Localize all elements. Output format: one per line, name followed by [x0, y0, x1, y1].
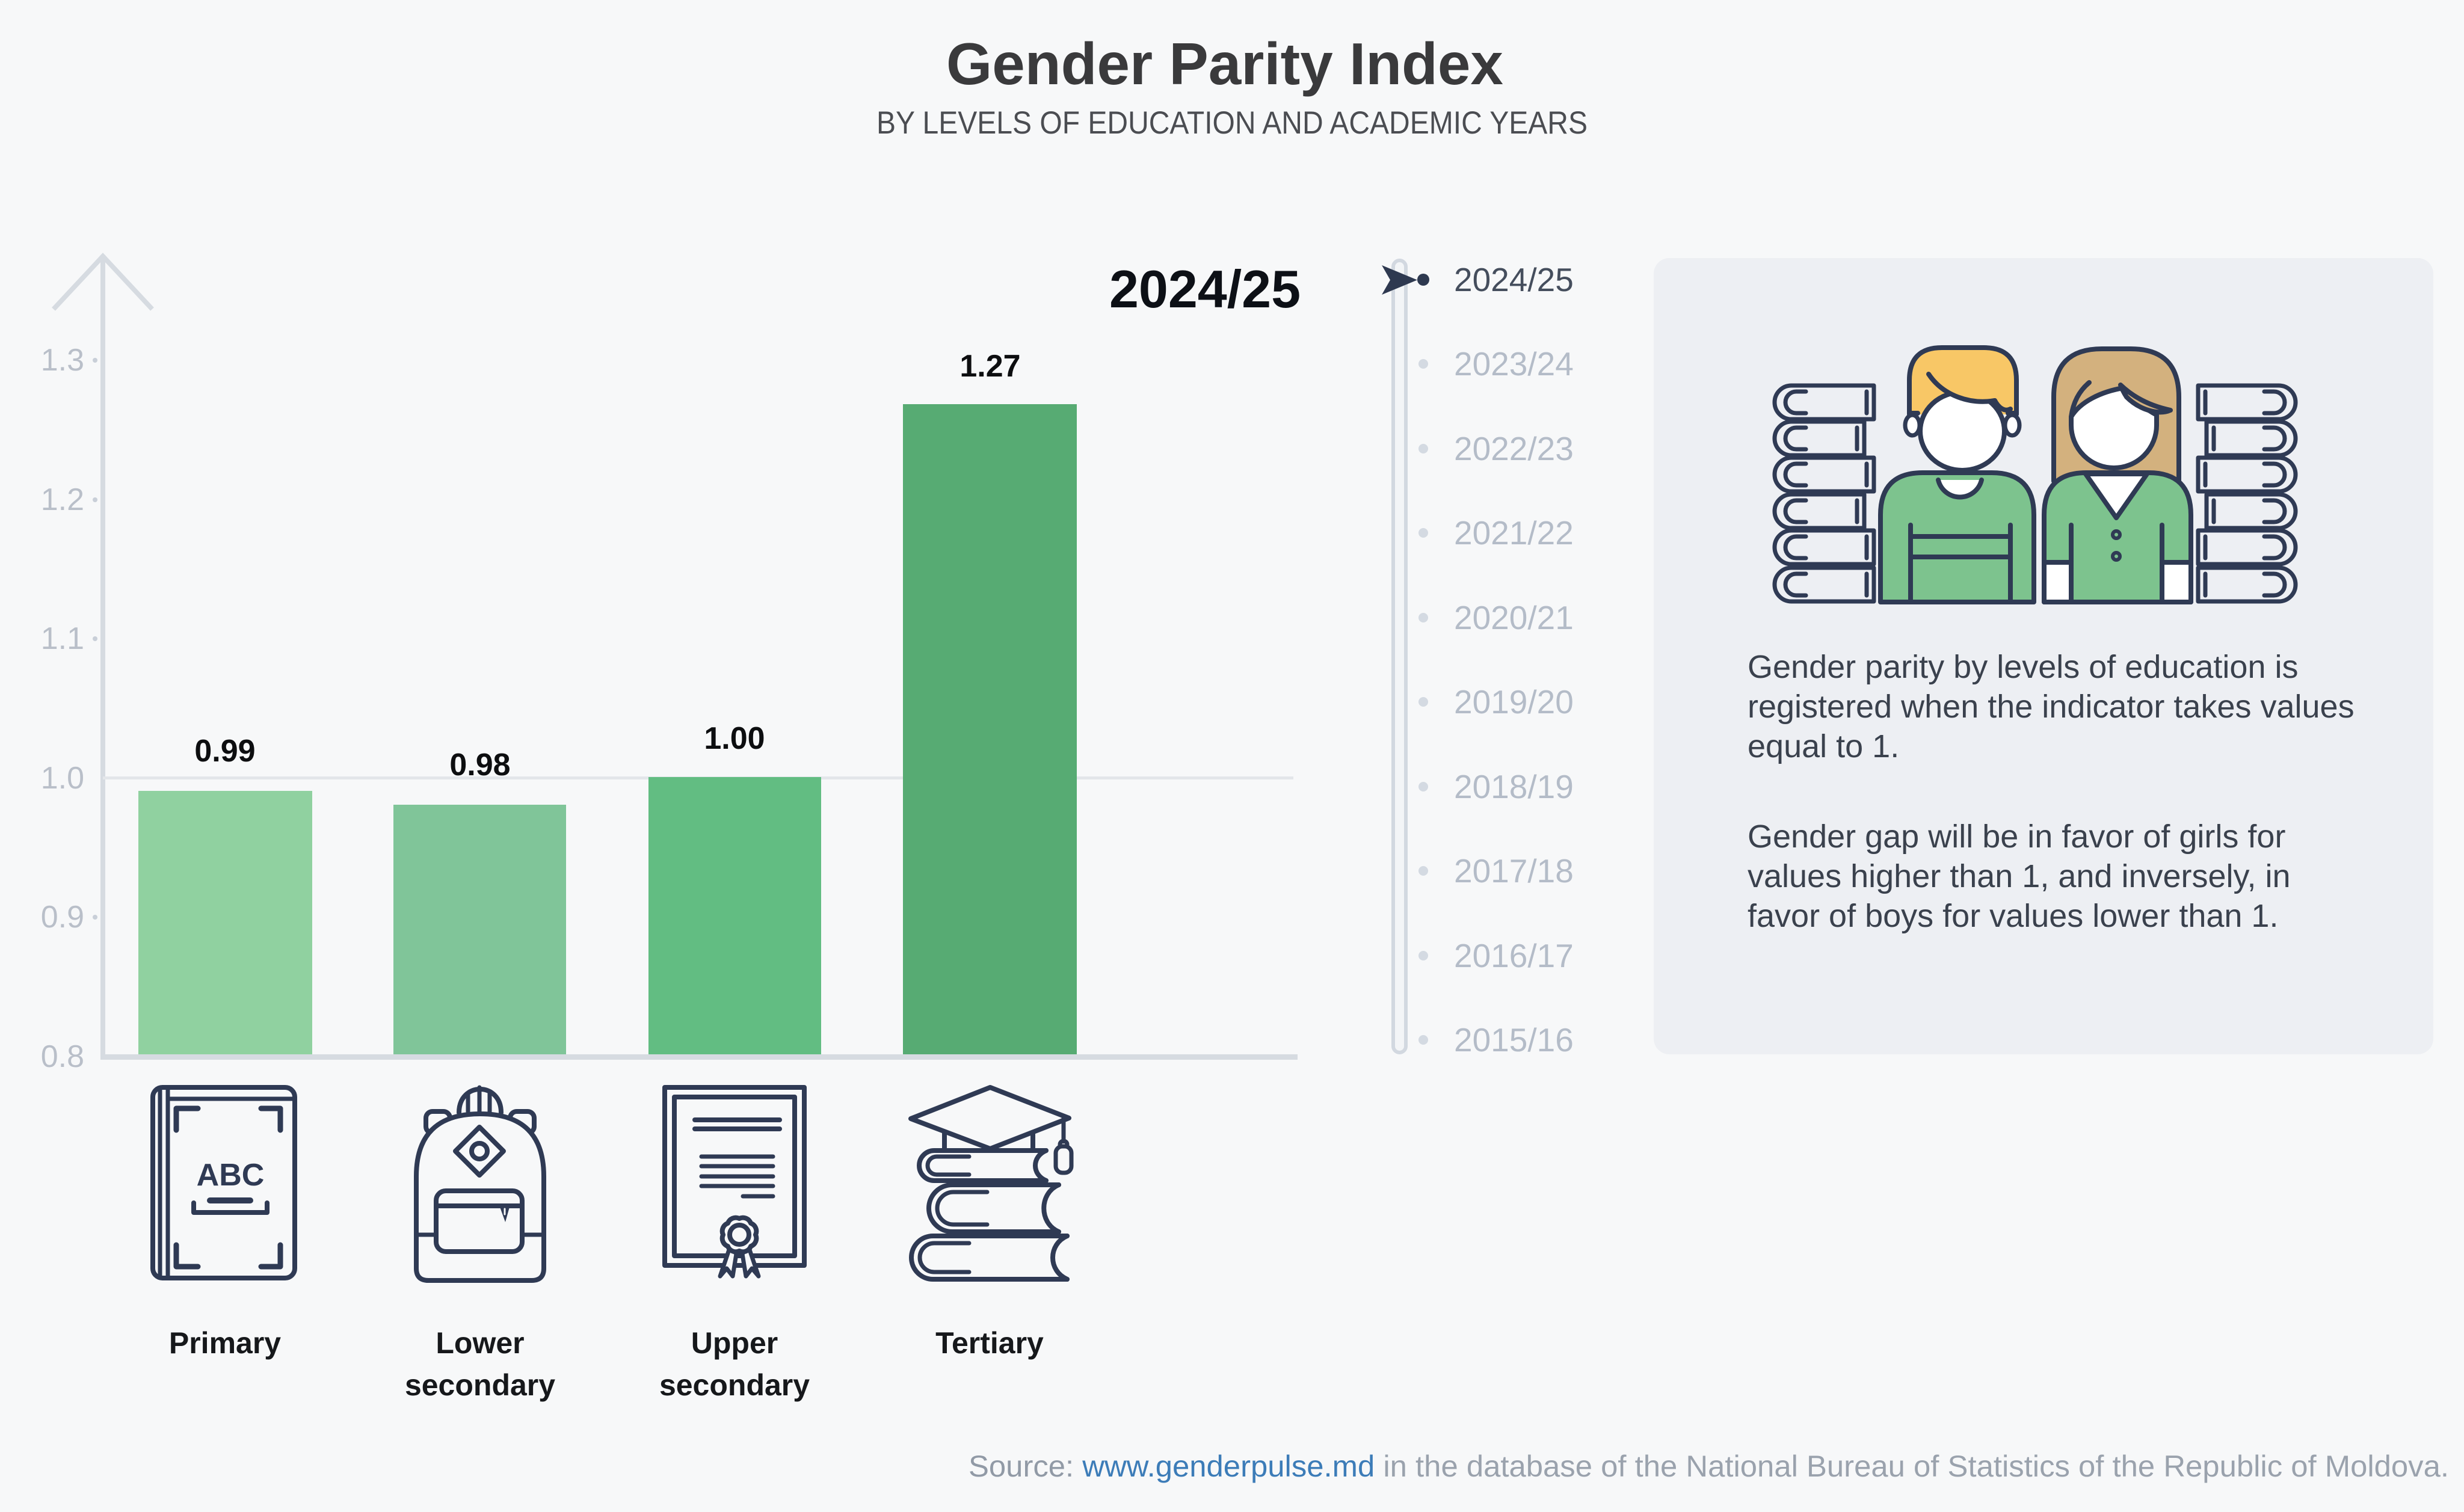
svg-text:BY LEVELS OF EDUCATION AND ACA: BY LEVELS OF EDUCATION AND ACADEMIC YEAR… — [876, 105, 1588, 141]
svg-text:0.8: 0.8 — [41, 1039, 84, 1074]
svg-text:2016/17: 2016/17 — [1454, 937, 1574, 974]
svg-text:ABC: ABC — [197, 1158, 265, 1193]
svg-text:2023/24: 2023/24 — [1454, 345, 1574, 383]
svg-text:1.2: 1.2 — [41, 482, 84, 517]
svg-text:secondary: secondary — [659, 1368, 810, 1402]
svg-text:equal to 1.: equal to 1. — [1748, 728, 1899, 764]
svg-text:0.9: 0.9 — [41, 900, 84, 935]
svg-text:0.98: 0.98 — [449, 748, 510, 782]
svg-text:favor of boys for values lower: favor of boys for values lower than 1. — [1748, 898, 2278, 934]
svg-text:2018/19: 2018/19 — [1454, 768, 1574, 805]
svg-text:1.1: 1.1 — [41, 621, 84, 656]
svg-text:Upper: Upper — [691, 1326, 778, 1360]
svg-text:Gender Parity Index: Gender Parity Index — [946, 31, 1503, 97]
svg-text:Source: www.genderpulse.md in: Source: www.genderpulse.md in the databa… — [969, 1449, 2449, 1483]
svg-text:Lower: Lower — [436, 1326, 524, 1360]
svg-text:values higher than 1, and inve: values higher than 1, and inversely, in — [1748, 858, 2291, 894]
svg-text:2022/23: 2022/23 — [1454, 430, 1574, 467]
svg-text:2017/18: 2017/18 — [1454, 852, 1574, 890]
svg-text:2019/20: 2019/20 — [1454, 683, 1574, 721]
svg-text:Gender parity by levels of edu: Gender parity by levels of education is — [1748, 649, 2299, 685]
svg-text:1.27: 1.27 — [959, 349, 1020, 384]
svg-text:0.99: 0.99 — [194, 734, 255, 769]
svg-text:2024/25: 2024/25 — [1454, 261, 1574, 298]
svg-text:registered when the indicator: registered when the indicator takes valu… — [1748, 689, 2355, 725]
svg-text:2021/22: 2021/22 — [1454, 514, 1574, 552]
svg-text:Tertiary: Tertiary — [935, 1326, 1044, 1360]
svg-text:2024/25: 2024/25 — [1109, 259, 1301, 319]
svg-text:secondary: secondary — [405, 1368, 555, 1402]
svg-text:2015/16: 2015/16 — [1454, 1021, 1574, 1059]
svg-text:1.00: 1.00 — [704, 721, 765, 756]
svg-text:Primary: Primary — [169, 1326, 281, 1360]
svg-text:1.0: 1.0 — [41, 761, 84, 796]
svg-text:2020/21: 2020/21 — [1454, 599, 1574, 636]
svg-text:Gender gap will be in favor of: Gender gap will be in favor of girls for — [1748, 819, 2285, 855]
svg-text:1.3: 1.3 — [41, 343, 84, 378]
